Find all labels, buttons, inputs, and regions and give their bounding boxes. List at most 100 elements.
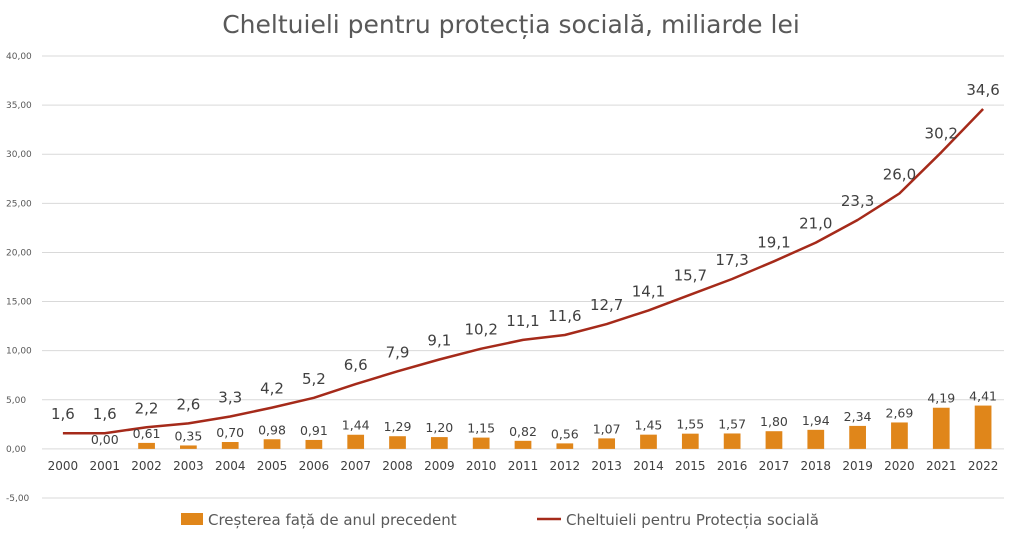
bar: [640, 434, 657, 449]
line-data-label: 14,1: [632, 282, 665, 300]
bar: [765, 431, 783, 449]
line-data-label: 23,3: [841, 192, 874, 210]
bar-data-label: 4,41: [969, 389, 997, 404]
y-tick-label: 30,00: [6, 150, 32, 160]
bar-data-label: 1,07: [593, 421, 621, 436]
x-tick-label: 2013: [591, 459, 622, 473]
x-tick-label: 2006: [299, 459, 330, 473]
bar: [514, 440, 532, 449]
x-tick-label: 2018: [801, 459, 832, 473]
line-data-label: 7,9: [386, 343, 410, 361]
bar-data-label: 0,91: [300, 423, 328, 438]
bar: [932, 407, 950, 449]
bar: [263, 439, 281, 449]
x-tick-label: 2016: [717, 459, 748, 473]
line-data-label: 26,0: [883, 166, 916, 184]
x-tick-label: 2015: [675, 459, 706, 473]
x-tick-label: 2001: [89, 459, 120, 473]
line-series: [62, 108, 984, 435]
bar: [974, 405, 992, 449]
legend-bar-swatch-icon: [181, 513, 203, 525]
bar-data-label: 0,56: [551, 426, 579, 441]
bar-data-label: 0,61: [133, 426, 161, 441]
bar-data-label: 0,70: [216, 425, 244, 440]
line-data-label: 21,0: [799, 215, 832, 233]
bar: [430, 437, 448, 449]
bar-data-label: 0,00: [91, 432, 119, 447]
bar-data-label: 0,82: [509, 424, 537, 439]
x-tick-label: 2011: [508, 459, 539, 473]
legend: Creșterea față de anul precedent Cheltui…: [181, 511, 819, 529]
bar-data-label: 1,20: [425, 420, 453, 435]
x-tick-label: 2020: [884, 459, 915, 473]
line-data-label: 6,6: [344, 356, 368, 374]
x-tick-label: 2008: [382, 459, 413, 473]
line-data-label: 10,2: [464, 321, 497, 339]
x-tick-label: 2002: [131, 459, 162, 473]
x-tick-label: 2007: [340, 459, 371, 473]
line-data-label: 19,1: [757, 233, 790, 251]
bar-data-label: 1,44: [342, 418, 370, 433]
bar-data-label: 1,29: [384, 419, 412, 434]
line-data-label: 1,6: [51, 405, 75, 423]
bar-data-label: 1,94: [802, 413, 830, 428]
x-tick-label: 2017: [759, 459, 790, 473]
x-tick-label: 2019: [842, 459, 873, 473]
chart-title: Cheltuieli pentru protecția socială, mil…: [222, 10, 800, 39]
line-data-label: 3,3: [218, 388, 242, 406]
bar-data-label: 1,80: [760, 414, 788, 429]
bar-data-label: 1,57: [718, 416, 746, 431]
bar-data-label: 1,55: [676, 417, 704, 432]
y-tick-label: 20,00: [6, 248, 32, 258]
line-data-label: 2,2: [135, 399, 159, 417]
line-data-label: 17,3: [715, 251, 748, 269]
y-tick-label: 40,00: [6, 52, 32, 62]
y-tick-label: 5,00: [6, 396, 26, 406]
bar-series: [138, 405, 992, 449]
legend-line-label: Cheltuieli pentru Protecția socială: [566, 511, 819, 529]
y-tick-label: 35,00: [6, 101, 32, 111]
series-line: [62, 108, 984, 435]
line-data-label: 12,7: [590, 296, 623, 314]
gridlines: [42, 55, 1004, 499]
y-tick-label: 0,00: [6, 445, 26, 455]
y-tick-label: -5,00: [6, 494, 30, 504]
bar: [891, 422, 908, 449]
bar-data-label: 0,98: [258, 422, 286, 437]
line-data-label: 11,1: [506, 312, 539, 330]
x-tick-label: 2010: [466, 459, 497, 473]
data-labels: 0,00 0,61 0,35 0,70 0,98 0,91 1,44 1,29 1,20 1,15…: [51, 81, 1000, 447]
x-tick-label: 2009: [424, 459, 455, 473]
line-data-label: 34,6: [966, 81, 999, 99]
bar: [305, 439, 323, 449]
bar: [723, 433, 741, 449]
bar-data-label: 1,15: [467, 421, 495, 436]
x-tick-label: 2014: [633, 459, 664, 473]
bar: [556, 443, 574, 449]
x-tick-label: 2000: [48, 459, 79, 473]
bar: [472, 437, 490, 449]
bar-data-label: 2,34: [844, 409, 872, 424]
bar: [849, 425, 866, 449]
bar: [221, 442, 239, 449]
x-tick-label: 2004: [215, 459, 246, 473]
line-data-label: 15,7: [674, 267, 707, 285]
bar-data-label: 1,45: [635, 418, 663, 433]
bar: [681, 433, 699, 449]
x-axis: 2000 2001 2002 2003 2004 2005 2006 2007 2008 2009…: [48, 459, 999, 473]
bar: [389, 436, 406, 449]
bar: [598, 438, 616, 449]
legend-bar-label: Creșterea față de anul precedent: [208, 511, 457, 529]
y-tick-label: 15,00: [6, 298, 32, 308]
line-data-label: 1,6: [93, 405, 117, 423]
line-data-label: 5,2: [302, 370, 326, 388]
line-data-label: 11,6: [548, 307, 581, 325]
line-data-label: 9,1: [427, 332, 451, 350]
bar: [807, 429, 825, 449]
x-tick-label: 2022: [968, 459, 999, 473]
bar: [138, 442, 155, 449]
bar: [180, 445, 197, 449]
bar-data-label: 2,69: [886, 405, 914, 420]
